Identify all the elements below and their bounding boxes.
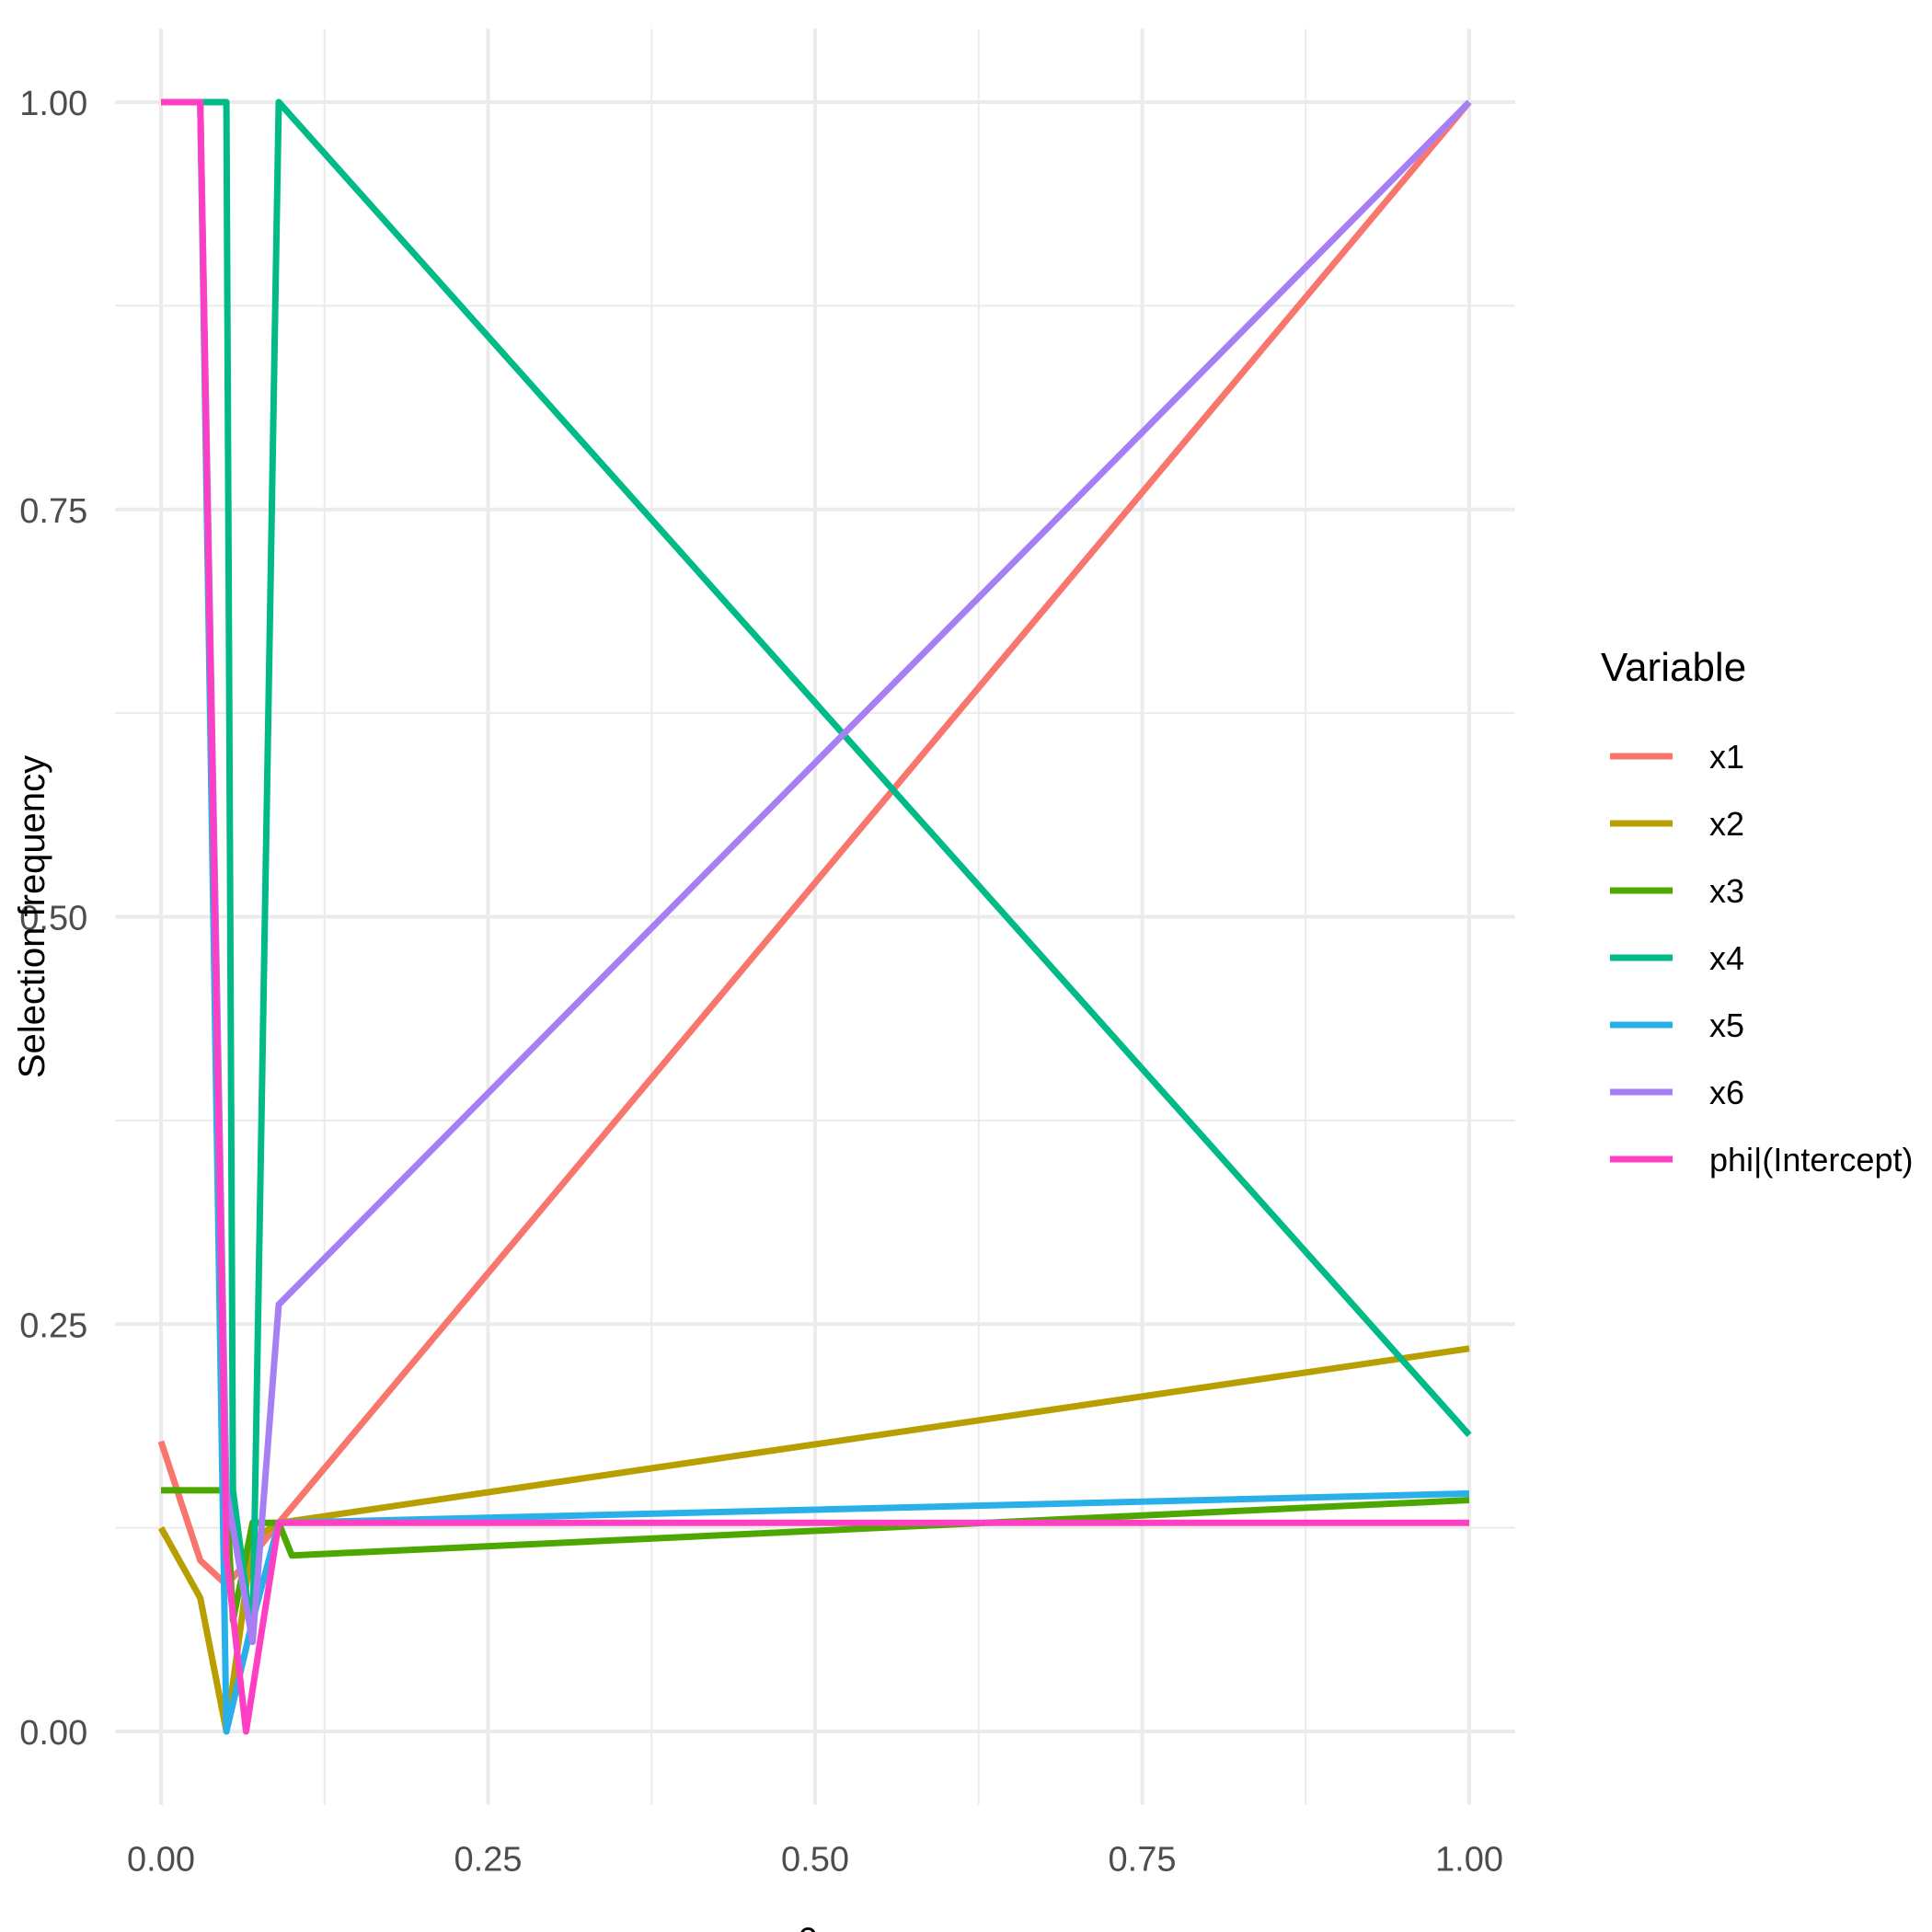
series-lines	[157, 98, 1472, 1735]
y-tick-label: 1.00	[19, 85, 87, 123]
y-axis-title: Selection frequency	[12, 755, 52, 1078]
legend: Variable x1 x2 x3 x4 x5 x6 phi|(Intercept)	[1601, 645, 1913, 1179]
legend-title: Variable	[1601, 645, 1746, 690]
x-axis-title: c0	[799, 1915, 833, 1932]
legend-label-x2: x2	[1709, 805, 1744, 843]
x-tick-label: 0.50	[781, 1841, 849, 1880]
major-gridlines	[115, 29, 1515, 1805]
x-axis-tick-labels: 0.00 0.25 0.50 0.75 1.00	[127, 1841, 1503, 1880]
legend-label-x3: x3	[1709, 872, 1744, 910]
y-tick-label: 0.75	[19, 492, 87, 531]
x-axis-title-base: c	[799, 1915, 817, 1932]
series-line-phi-intercept-	[161, 98, 1469, 1735]
legend-label-x4: x4	[1709, 939, 1744, 977]
y-tick-label: 0.25	[19, 1306, 87, 1345]
y-tick-label: 0.00	[19, 1714, 87, 1753]
legend-label-phi-intercept-: phi|(Intercept)	[1709, 1141, 1913, 1179]
x-tick-label: 0.00	[127, 1841, 195, 1880]
y-axis-tick-labels: 0.00 0.25 0.50 0.75 1.00	[19, 85, 87, 1753]
y-tick-label: 0.50	[19, 900, 87, 938]
legend-label-x1: x1	[1709, 738, 1744, 776]
x-tick-label: 1.00	[1435, 1841, 1503, 1880]
x-tick-label: 0.25	[454, 1841, 523, 1880]
legend-label-x5: x5	[1709, 1006, 1744, 1044]
x-tick-label: 0.75	[1109, 1841, 1177, 1880]
legend-items: x1 x2 x3 x4 x5 x6 phi|(Intercept)	[1610, 738, 1913, 1179]
plot-panel	[115, 29, 1515, 1805]
legend-label-x6: x6	[1709, 1074, 1744, 1111]
series-line-x2	[157, 1345, 1470, 1735]
